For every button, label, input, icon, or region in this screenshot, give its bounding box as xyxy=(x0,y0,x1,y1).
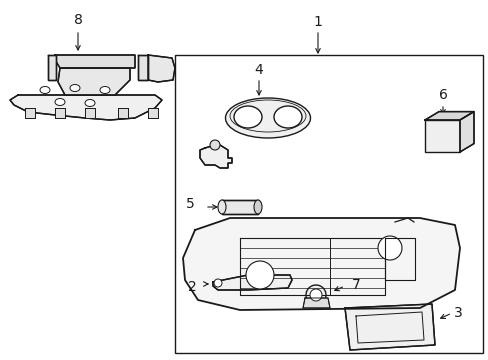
Polygon shape xyxy=(222,200,258,214)
Circle shape xyxy=(209,140,220,150)
Text: 6: 6 xyxy=(438,88,447,102)
Ellipse shape xyxy=(55,99,65,105)
Polygon shape xyxy=(118,108,128,118)
Text: 2: 2 xyxy=(187,280,196,294)
Text: 5: 5 xyxy=(185,197,194,211)
Polygon shape xyxy=(459,112,473,152)
Text: 1: 1 xyxy=(313,15,322,29)
Polygon shape xyxy=(183,218,459,310)
Ellipse shape xyxy=(305,285,325,305)
Ellipse shape xyxy=(100,86,110,94)
Polygon shape xyxy=(138,55,148,80)
Ellipse shape xyxy=(309,289,321,301)
Polygon shape xyxy=(48,55,56,80)
Ellipse shape xyxy=(218,200,225,214)
Polygon shape xyxy=(85,108,95,118)
Polygon shape xyxy=(10,95,162,120)
Polygon shape xyxy=(55,108,65,118)
Polygon shape xyxy=(148,55,175,82)
Polygon shape xyxy=(213,275,291,290)
Polygon shape xyxy=(200,145,231,168)
Ellipse shape xyxy=(253,200,262,214)
Text: 7: 7 xyxy=(351,278,360,292)
Ellipse shape xyxy=(229,100,305,132)
Ellipse shape xyxy=(70,85,80,91)
Circle shape xyxy=(377,236,401,260)
Ellipse shape xyxy=(40,86,50,94)
Ellipse shape xyxy=(225,98,310,138)
Ellipse shape xyxy=(273,106,302,128)
Ellipse shape xyxy=(85,99,95,107)
Bar xyxy=(424,120,459,152)
Polygon shape xyxy=(148,108,158,118)
Polygon shape xyxy=(55,55,135,68)
Ellipse shape xyxy=(234,106,262,128)
Polygon shape xyxy=(58,68,130,95)
Circle shape xyxy=(214,279,222,287)
Bar xyxy=(175,55,482,353)
Text: 3: 3 xyxy=(453,306,462,320)
Polygon shape xyxy=(25,108,35,118)
Polygon shape xyxy=(345,304,434,350)
Polygon shape xyxy=(303,298,329,308)
Text: 4: 4 xyxy=(254,63,263,77)
Circle shape xyxy=(245,261,273,289)
Polygon shape xyxy=(424,112,473,120)
Text: 8: 8 xyxy=(73,13,82,27)
